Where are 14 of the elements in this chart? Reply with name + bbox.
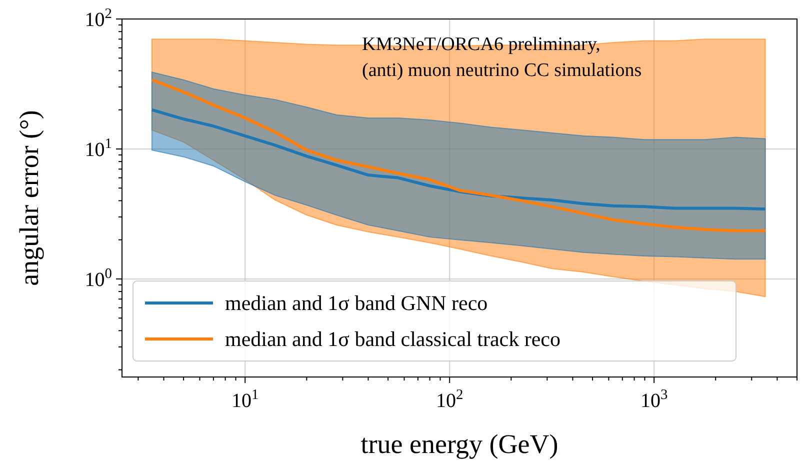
legend-label: median and 1σ band GNN reco (225, 291, 488, 315)
y-axis-title: angular error (°) (14, 110, 44, 286)
x-tick-label: 10$^{2}$ (436, 387, 464, 412)
line-series (150, 78, 767, 232)
x-tick-label: 10$^{3}$ (640, 387, 668, 412)
x-axis-title: true energy (GeV) (360, 429, 558, 459)
y-tick-label: 10$^{0}$ (84, 266, 112, 291)
annotation: KM3NeT/ORCA6 preliminary, (362, 34, 600, 55)
line-series (150, 108, 767, 211)
annotation: (anti) muon neutrino CC simulations (362, 60, 642, 81)
y-tick-label: 10$^{1}$ (84, 136, 112, 161)
x-tick-label: 10$^{1}$ (232, 387, 259, 412)
y-tick-label: 10$^{2}$ (84, 6, 112, 31)
legend-label: median and 1σ band classical track reco (225, 327, 561, 351)
